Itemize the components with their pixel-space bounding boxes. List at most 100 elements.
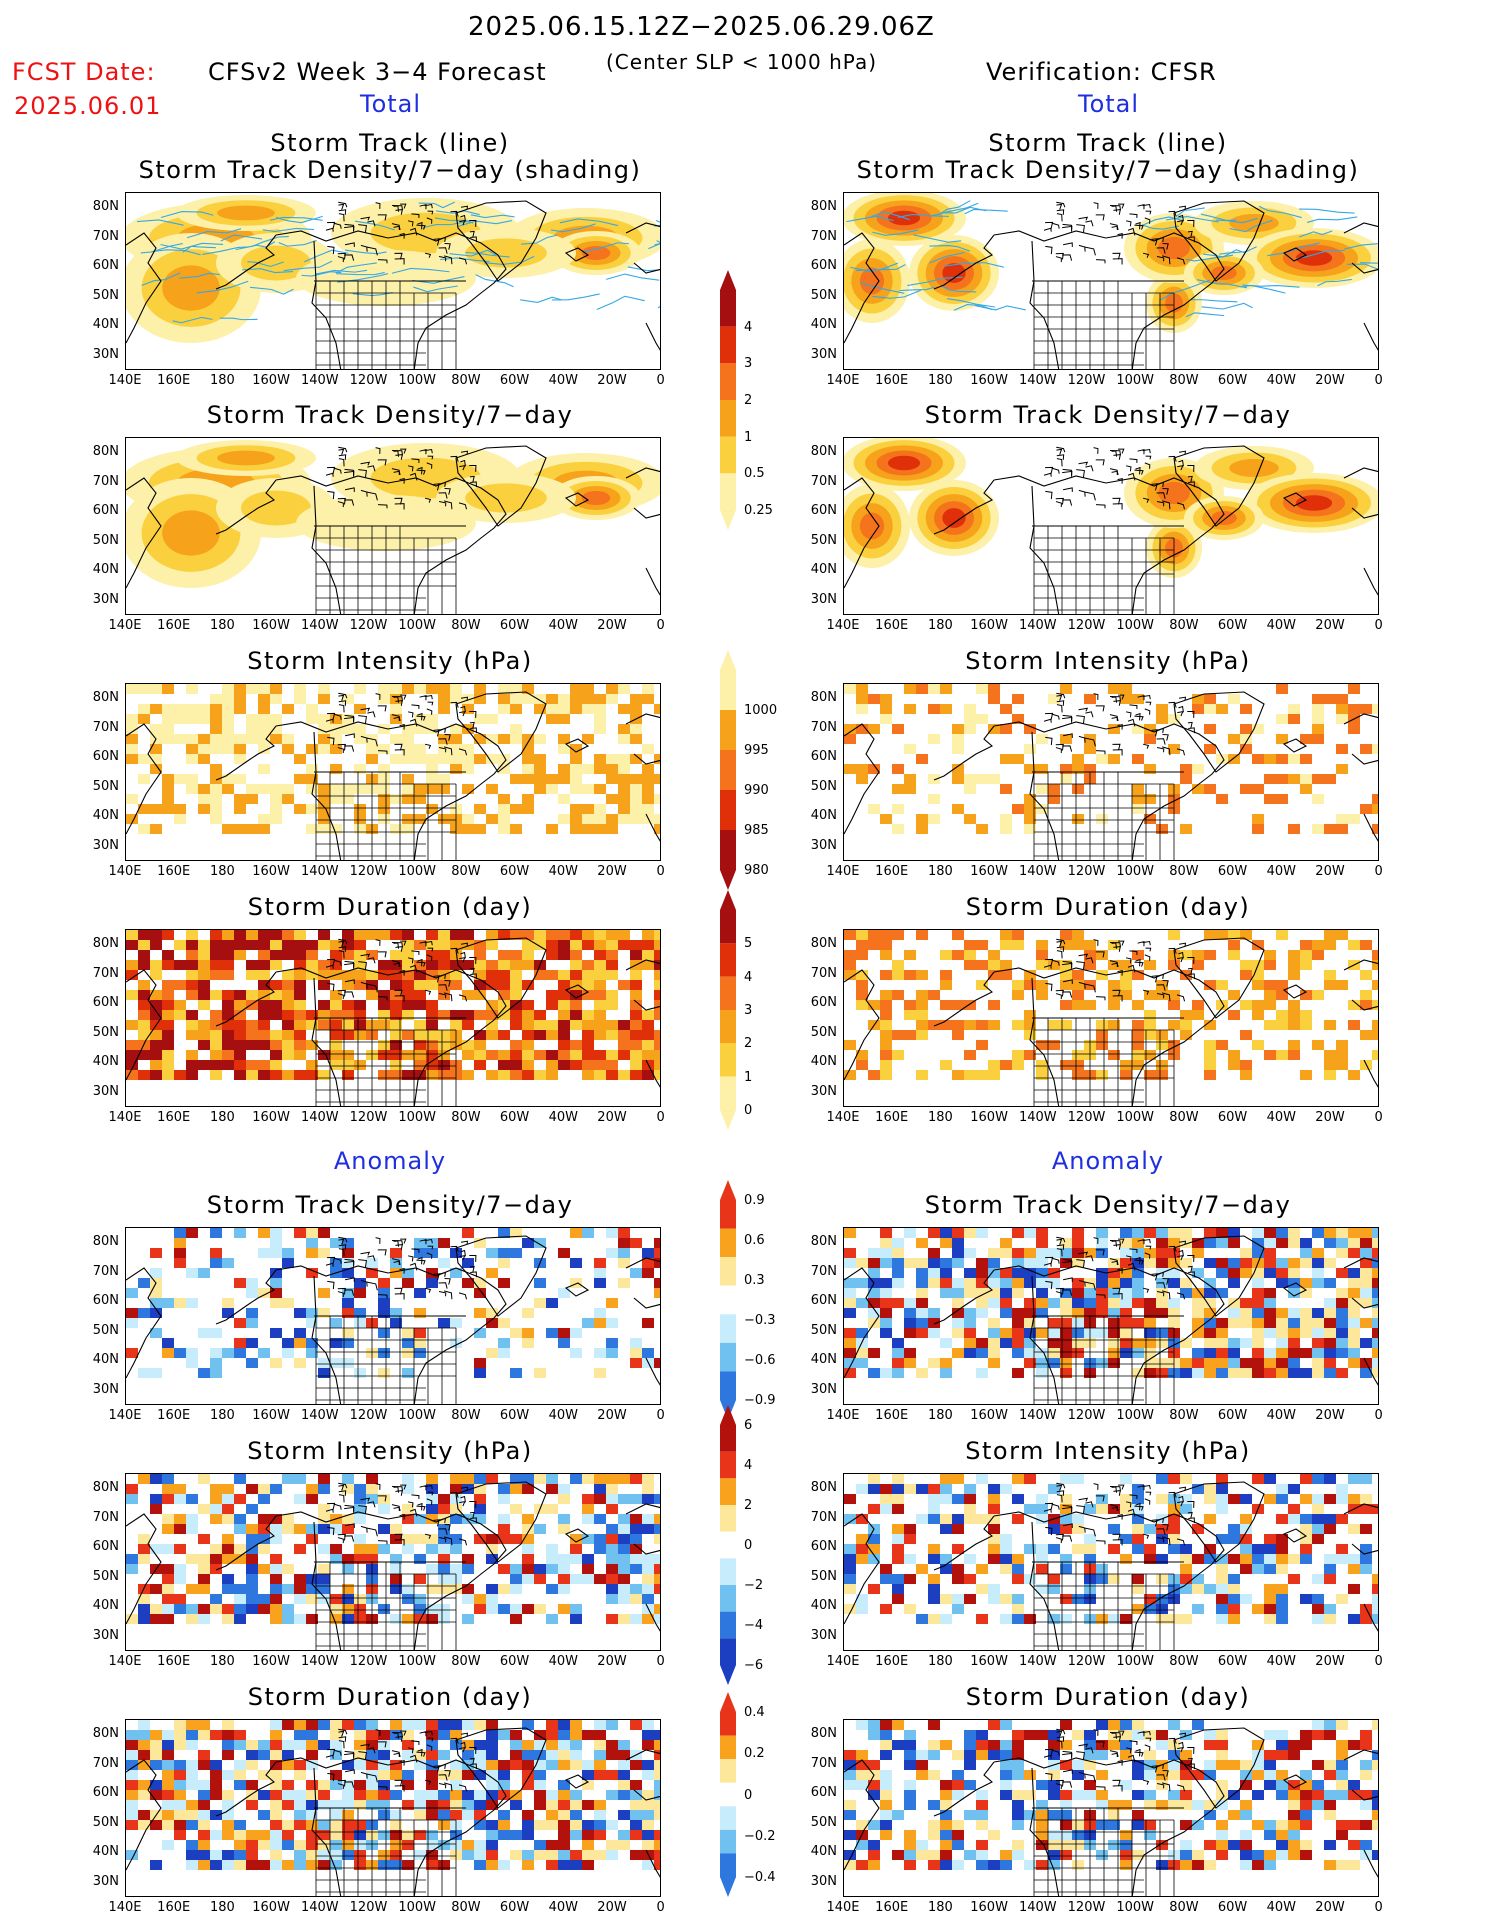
right-map-0-lon-label: 160W [970, 373, 1008, 388]
right-map-0-lon-label: 180 [927, 373, 953, 388]
right-map-1-lat-label: 50N [810, 532, 837, 548]
left-map-2-lon-label: 60W [499, 864, 530, 879]
right-map-5-lon-label: 120W [1067, 1654, 1106, 1669]
anom-intensity-colorbar-label: 6 [744, 1418, 753, 1433]
left-panel-4-title: Storm Track Density/7−day [206, 1191, 574, 1219]
density-colorbar-label: 0.5 [744, 466, 765, 482]
left-map-5-lon-label: 160E [157, 1654, 191, 1669]
anom-duration-colorbar [720, 1692, 736, 1897]
left-map-1-lat-label: 60N [92, 503, 119, 518]
left-map-1 [125, 437, 661, 615]
right-anomaly-label: Anomaly [1051, 1147, 1165, 1175]
right-map-6-lat-label: 50N [810, 1814, 837, 1830]
right-map-3-lat-label: 60N [810, 995, 837, 1010]
right-map-4-lat-label: 30N [810, 1381, 837, 1397]
right-total-label: Total [1078, 90, 1140, 118]
left-map-3-lon-label: 100W [398, 1110, 437, 1125]
fcst-date-label: FCST Date: [12, 58, 156, 86]
right-map-4-lon-label: 140W [1018, 1408, 1057, 1423]
anom-intensity-colorbar-label: 2 [744, 1498, 753, 1513]
right-map-3-lat-label: 70N [810, 965, 837, 981]
right-panel-5-title: Storm Intensity (hPa) [965, 1437, 1251, 1465]
left-map-2-lon-label: 20W [597, 864, 627, 879]
anom-intensity-colorbar-label: −4 [744, 1618, 764, 1633]
left-map-2-lon-label: 0 [656, 864, 665, 879]
left-map-3-lon-label: 160W [252, 1110, 290, 1125]
right-map-1-lon-label: 20W [1315, 618, 1345, 633]
right-map-3-lat-label: 50N [810, 1024, 837, 1040]
left-map-4-plot [126, 1228, 660, 1404]
right-map-0-lon-label: 80W [1169, 373, 1199, 388]
right-map-0-lat-label: 50N [810, 287, 837, 303]
anom-duration-colorbar-label: −0.2 [744, 1828, 776, 1844]
right-map-5-lat-label: 60N [810, 1539, 837, 1554]
right-map-0-lat-label: 70N [810, 228, 837, 244]
left-map-3-lat-label: 50N [92, 1024, 119, 1040]
right-map-6-lat-label: 70N [810, 1755, 837, 1771]
left-map-5 [125, 1473, 661, 1651]
right-map-3-lat-label: 40N [810, 1054, 837, 1069]
left-map-0-lon-label: 0 [656, 373, 665, 388]
right-map-5-lon-label: 160E [875, 1654, 909, 1669]
left-map-6-plot [126, 1720, 660, 1896]
left-map-1-lon-label: 120W [349, 618, 388, 633]
left-map-6-lat-label: 70N [92, 1755, 119, 1771]
left-map-2-lon-label: 140E [108, 864, 142, 879]
left-map-2-lon-label: 40W [548, 864, 578, 879]
right-map-4-lon-label: 160E [875, 1408, 909, 1423]
duration-colorbar-label: 3 [744, 1003, 753, 1018]
left-map-1-lon-label: 180 [209, 618, 235, 633]
right-map-6-plot [844, 1720, 1378, 1896]
right-map-0-lon-label: 100W [1116, 373, 1155, 388]
left-map-5-lon-label: 0 [656, 1654, 665, 1669]
left-map-4-lat-label: 60N [92, 1293, 119, 1308]
right-map-2-plot [844, 684, 1378, 860]
left-map-3-lon-label: 40W [548, 1110, 578, 1125]
left-map-3-lon-label: 180 [209, 1110, 235, 1125]
right-map-0-plot [844, 193, 1378, 369]
left-map-0-plot [126, 195, 660, 369]
right-map-4-lon-label: 100W [1116, 1408, 1155, 1423]
left-map-6-lon-label: 140W [300, 1900, 339, 1915]
left-map-2-lat-label: 50N [92, 778, 119, 794]
right-map-0-lon-label: 60W [1217, 373, 1248, 388]
left-map-4-lon-label: 0 [656, 1408, 665, 1423]
left-map-6 [125, 1719, 661, 1897]
right-map-2-lon-label: 40W [1266, 864, 1296, 879]
right-panel-3-title: Storm Duration (day) [965, 893, 1251, 921]
duration-colorbar-label: 2 [744, 1036, 753, 1052]
right-map-6-lon-label: 120W [1067, 1900, 1106, 1915]
left-map-0-lon-label: 120W [349, 373, 388, 388]
right-map-3-lon-label: 160W [970, 1110, 1008, 1125]
density-colorbar-label: 2 [744, 393, 753, 408]
left-panel-2-title: Storm Intensity (hPa) [247, 647, 533, 675]
right-map-0-lat-label: 80N [810, 199, 837, 214]
density-colorbar-label: 1 [744, 429, 753, 445]
left-map-5-lon-label: 140E [108, 1654, 142, 1669]
anom-density-colorbar-label: 0.3 [744, 1273, 765, 1288]
left-map-4-lon-label: 160E [157, 1408, 191, 1423]
right-map-4-lon-label: 80W [1169, 1408, 1199, 1423]
left-map-2-lon-label: 160W [252, 864, 290, 879]
left-map-0-lon-label: 100W [398, 373, 437, 388]
right-map-6-lat-label: 30N [810, 1873, 837, 1889]
right-map-2-lon-label: 80W [1169, 864, 1199, 879]
left-map-5-lat-label: 60N [92, 1539, 119, 1554]
left-map-5-lat-label: 30N [92, 1627, 119, 1643]
right-map-4-lon-label: 120W [1067, 1408, 1106, 1423]
left-map-2-lat-label: 60N [92, 749, 119, 764]
right-map-5-lat-label: 40N [810, 1598, 837, 1613]
left-panel-5-title: Storm Intensity (hPa) [247, 1437, 533, 1465]
left-map-2-plot [126, 684, 660, 860]
right-map-3-lon-label: 80W [1169, 1110, 1199, 1125]
left-map-4-lon-label: 140E [108, 1408, 142, 1423]
anom-intensity-colorbar [720, 1405, 736, 1685]
anom-density-colorbar-label: 0.9 [744, 1193, 765, 1208]
left-map-3-lon-label: 160E [157, 1110, 191, 1125]
left-map-6-lon-label: 0 [656, 1900, 665, 1915]
right-map-2-lat-label: 50N [810, 778, 837, 794]
left-map-2-lon-label: 80W [451, 864, 481, 879]
left-map-6-lon-label: 80W [451, 1900, 481, 1915]
left-map-4-lon-label: 20W [597, 1408, 627, 1423]
duration-colorbar-label: 5 [744, 936, 753, 952]
